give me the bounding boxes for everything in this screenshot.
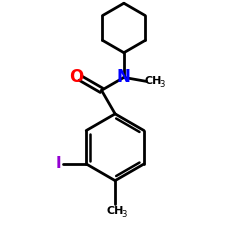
Text: N: N xyxy=(117,68,131,86)
Text: 3: 3 xyxy=(159,80,165,90)
Text: O: O xyxy=(69,68,83,86)
Text: I: I xyxy=(55,156,61,172)
Text: CH: CH xyxy=(106,206,124,216)
Text: CH: CH xyxy=(144,76,162,86)
Text: 3: 3 xyxy=(121,210,127,219)
